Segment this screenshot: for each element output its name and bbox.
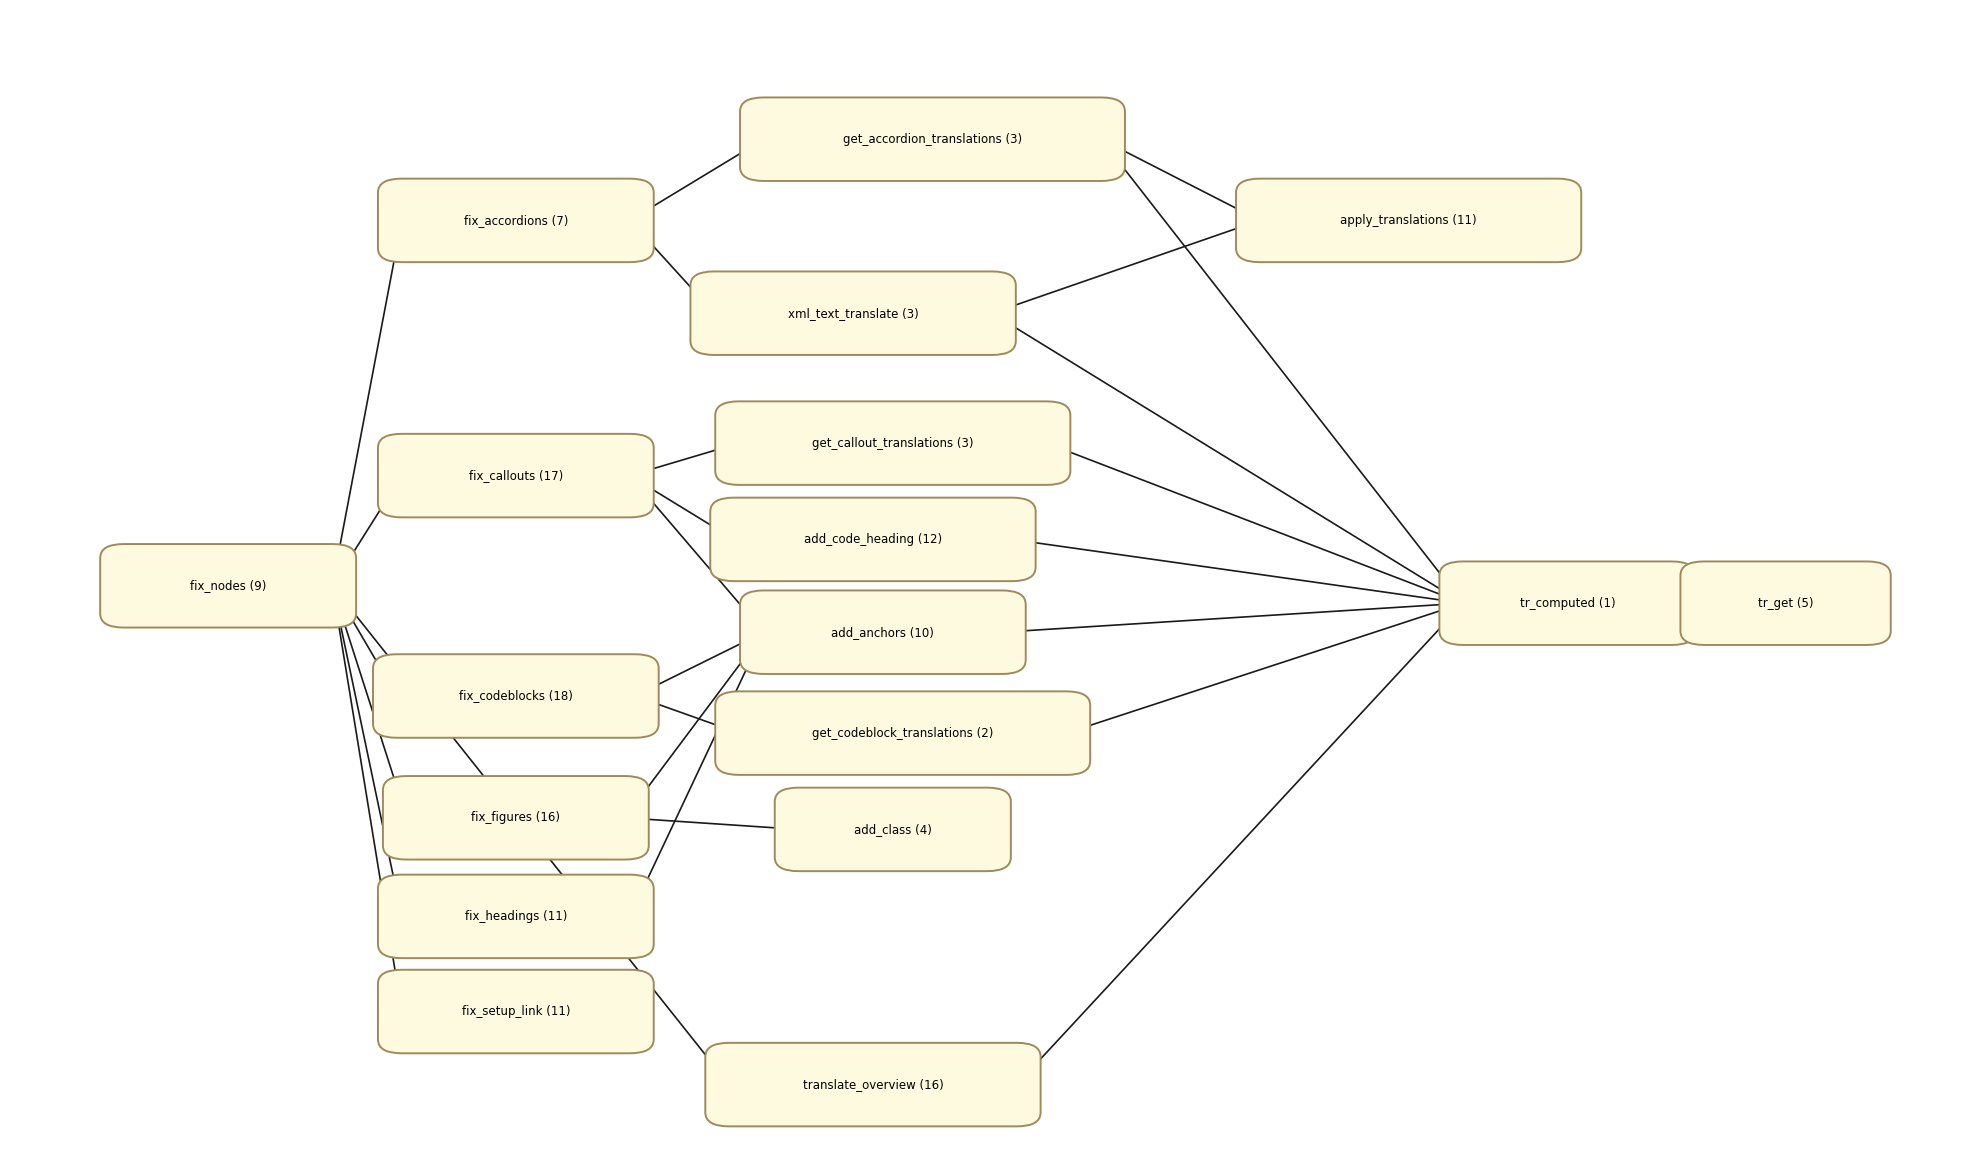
FancyBboxPatch shape (373, 654, 659, 738)
Text: add_anchors (10): add_anchors (10) (831, 625, 934, 639)
FancyBboxPatch shape (383, 776, 649, 860)
Text: get_codeblock_translations (2): get_codeblock_translations (2) (811, 726, 994, 740)
FancyBboxPatch shape (1680, 561, 1891, 645)
FancyBboxPatch shape (377, 875, 655, 958)
Text: fix_setup_link (11): fix_setup_link (11) (462, 1005, 569, 1018)
Text: get_accordion_translations (3): get_accordion_translations (3) (843, 132, 1022, 146)
Text: get_callout_translations (3): get_callout_translations (3) (811, 436, 974, 450)
Text: translate_overview (16): translate_overview (16) (804, 1078, 942, 1092)
Text: add_class (4): add_class (4) (853, 822, 932, 836)
Text: apply_translations (11): apply_translations (11) (1341, 213, 1476, 227)
Text: fix_accordions (7): fix_accordions (7) (464, 213, 567, 227)
Text: add_code_heading (12): add_code_heading (12) (804, 532, 942, 546)
FancyBboxPatch shape (706, 1043, 1040, 1126)
FancyBboxPatch shape (740, 97, 1125, 181)
FancyBboxPatch shape (714, 691, 1091, 775)
FancyBboxPatch shape (377, 179, 655, 262)
FancyBboxPatch shape (99, 544, 357, 628)
FancyBboxPatch shape (1236, 179, 1581, 262)
Text: fix_figures (16): fix_figures (16) (472, 811, 559, 825)
Text: fix_codeblocks (18): fix_codeblocks (18) (458, 689, 573, 703)
Text: tr_get (5): tr_get (5) (1758, 596, 1813, 610)
Text: tr_computed (1): tr_computed (1) (1520, 596, 1615, 610)
FancyBboxPatch shape (377, 970, 655, 1053)
Text: fix_callouts (17): fix_callouts (17) (468, 469, 563, 483)
FancyBboxPatch shape (740, 590, 1026, 674)
Text: fix_headings (11): fix_headings (11) (464, 909, 567, 923)
FancyBboxPatch shape (1440, 561, 1694, 645)
FancyBboxPatch shape (377, 434, 655, 517)
FancyBboxPatch shape (774, 788, 1012, 871)
FancyBboxPatch shape (690, 271, 1016, 355)
FancyBboxPatch shape (710, 498, 1036, 581)
Text: fix_nodes (9): fix_nodes (9) (190, 579, 266, 593)
FancyBboxPatch shape (714, 401, 1071, 485)
Text: xml_text_translate (3): xml_text_translate (3) (788, 306, 919, 320)
